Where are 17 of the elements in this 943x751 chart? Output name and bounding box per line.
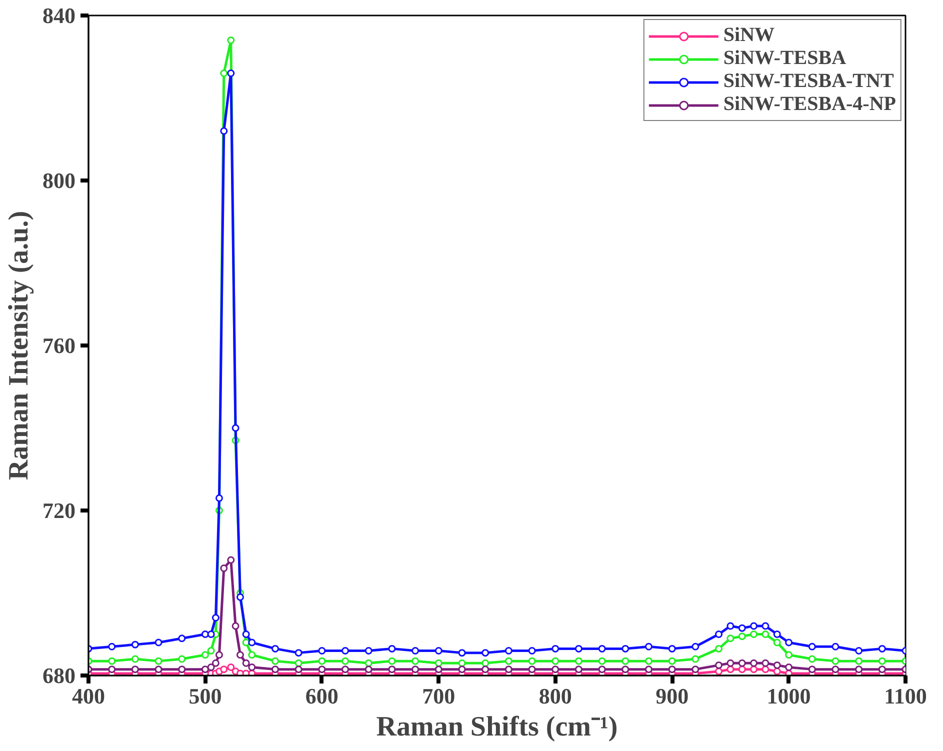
y-tick-label: 800 (42, 168, 76, 193)
x-tick-label: 1000 (766, 684, 811, 708)
x-tick-label: 1100 (884, 684, 927, 708)
legend-label: SiNW-TESBA-TNT (723, 70, 894, 93)
legend-label: SiNW (723, 24, 775, 47)
y-tick-label: 720 (42, 498, 76, 523)
x-tick-label: 600 (305, 684, 338, 708)
x-tick-label: 500 (188, 684, 222, 708)
x-tick-label: 700 (422, 684, 456, 708)
legend-label: SiNW-TESBA-4-NP (723, 93, 896, 116)
x-axis-title: Raman Shifts (cm⁻¹) (376, 712, 618, 742)
y-tick-label: 760 (42, 333, 76, 358)
legend-label: SiNW-TESBA (723, 47, 846, 70)
y-axis-title: Raman Intensity (a.u.) (4, 210, 34, 480)
x-tick-label: 900 (656, 684, 689, 708)
y-tick-label: 840 (42, 3, 76, 28)
x-tick-label: 800 (538, 684, 572, 708)
